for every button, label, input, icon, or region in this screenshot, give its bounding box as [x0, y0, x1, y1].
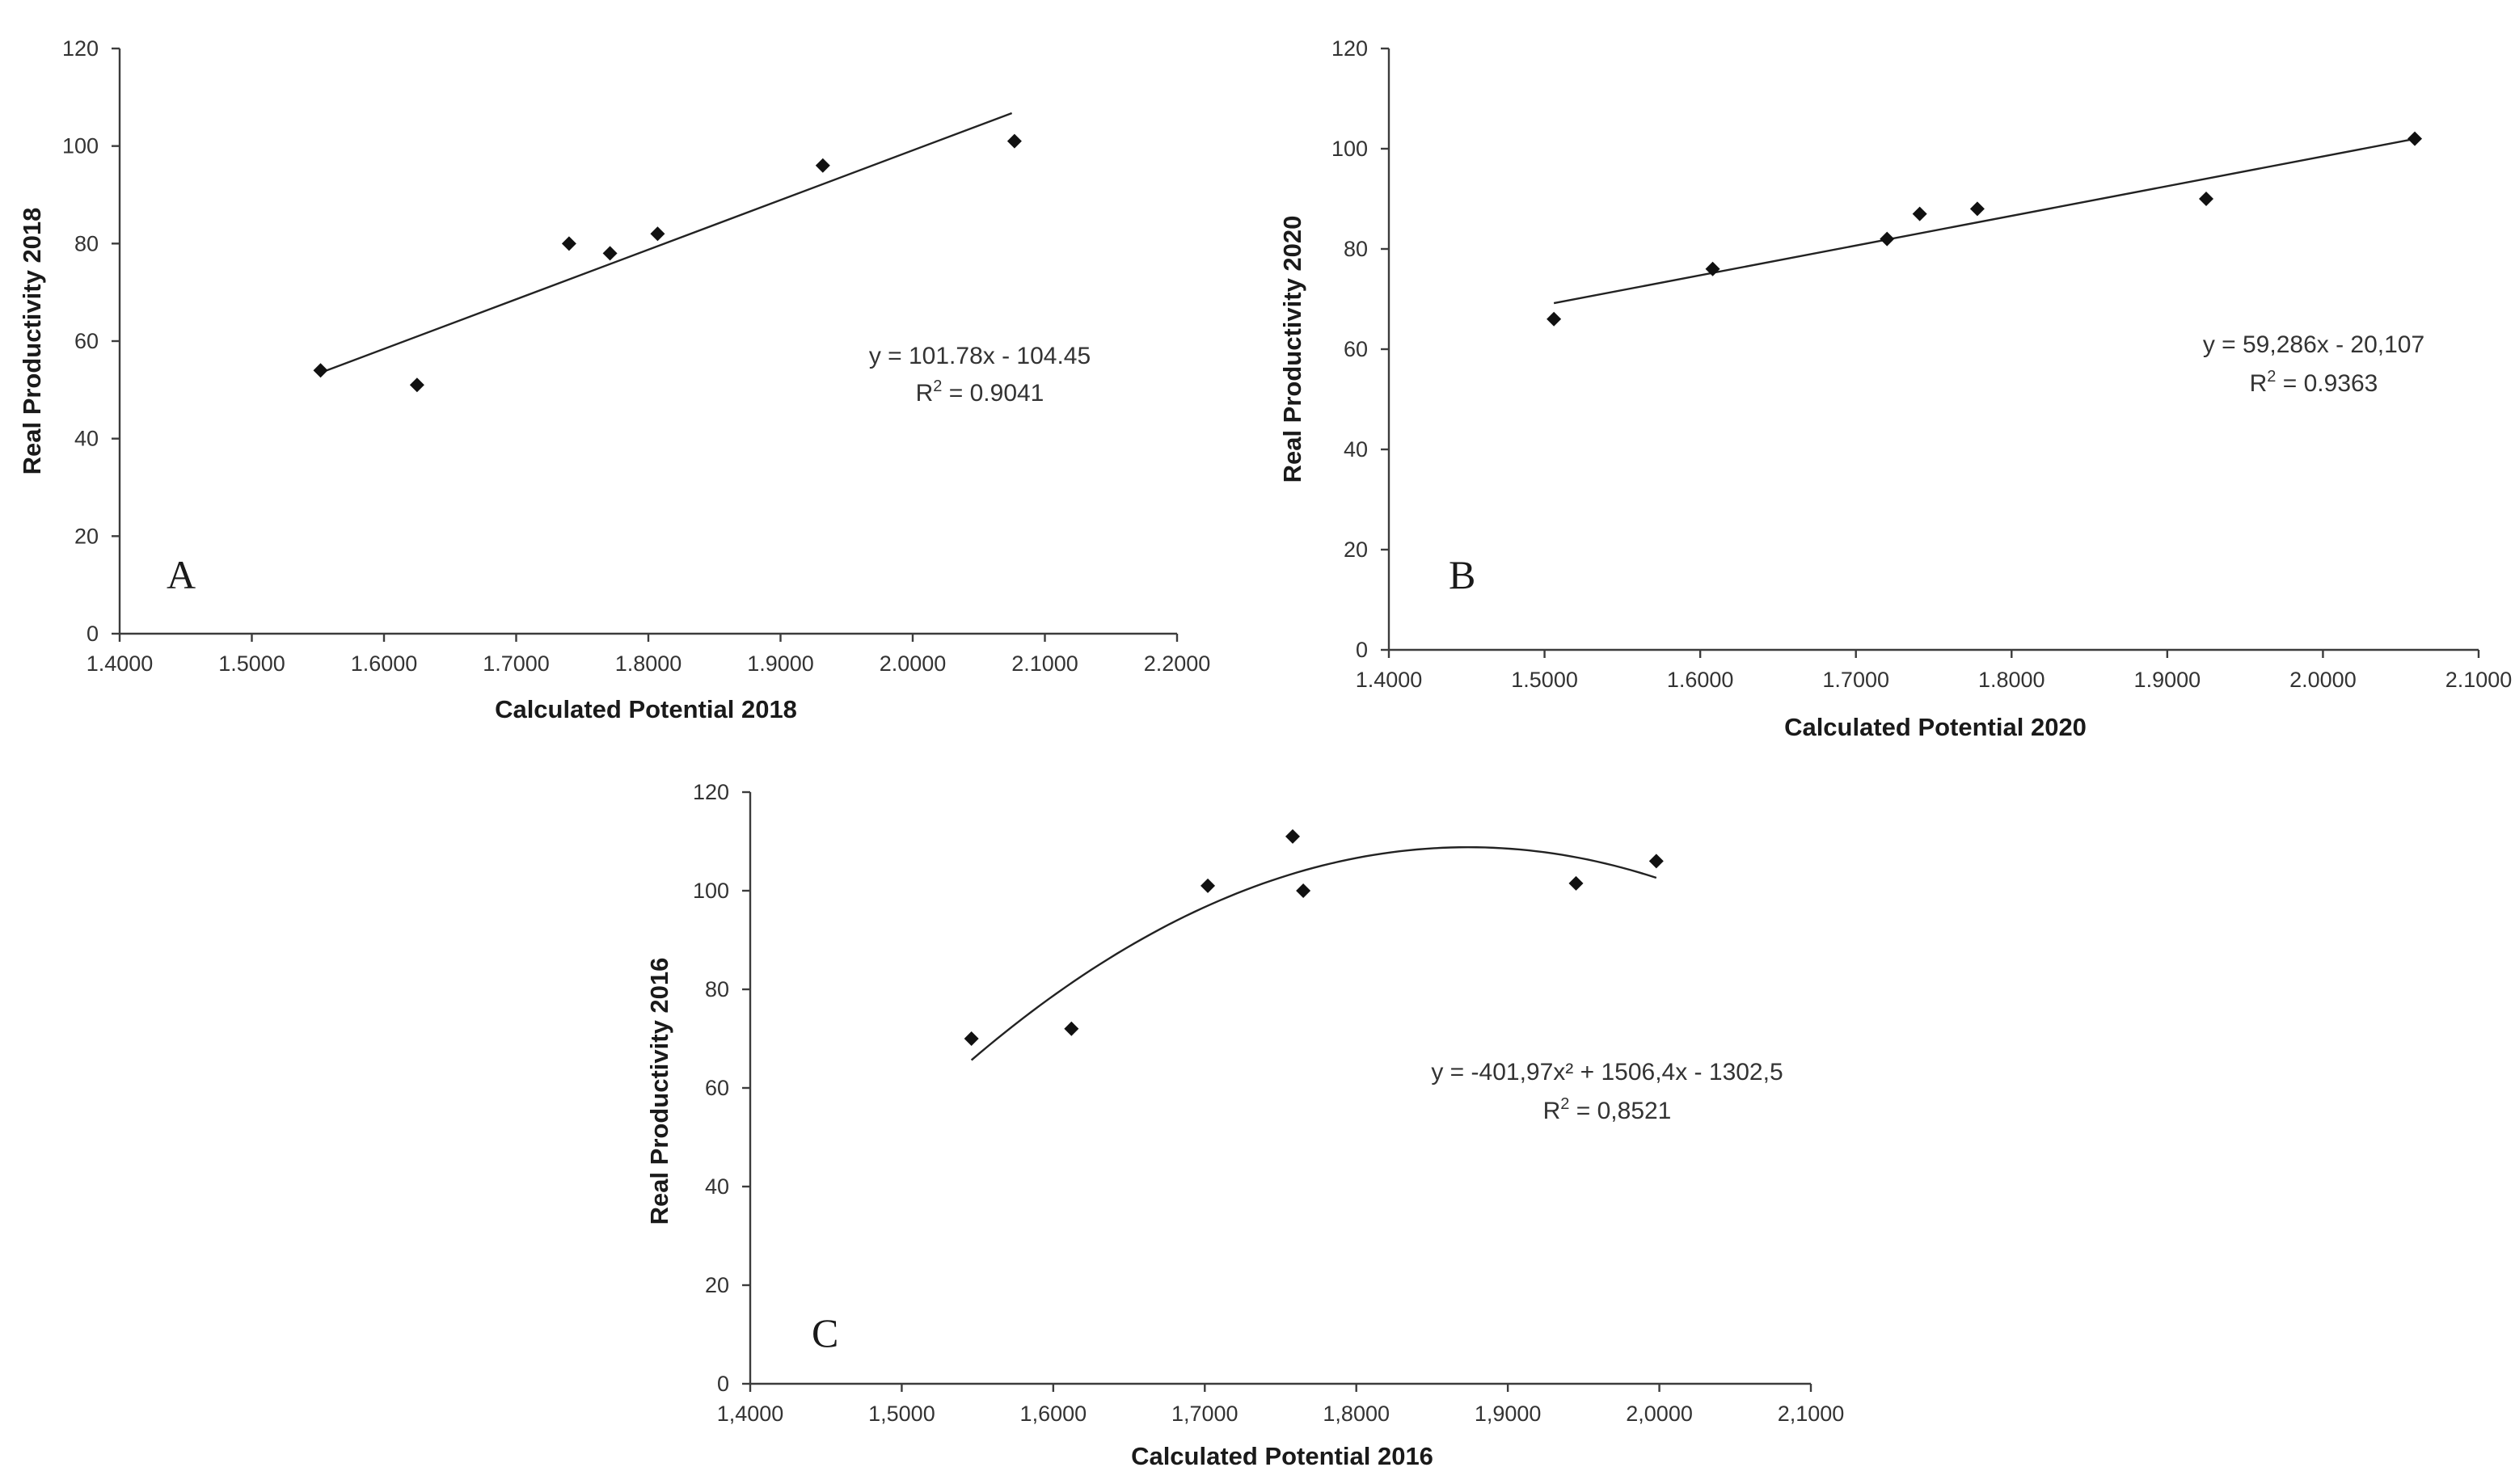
x-tick-label-a: 2.0000: [880, 651, 947, 676]
data-point-c: [1568, 875, 1584, 891]
data-point-c: [1296, 883, 1311, 898]
y-tick-label-c: 40: [705, 1174, 729, 1199]
x-axis-title-c: Calculated Potential 2016: [1131, 1442, 1433, 1470]
y-axis-title-a: Real Productivity 2018: [18, 208, 46, 475]
x-tick-label-b: 1.4000: [1356, 668, 1423, 692]
data-point-b: [2199, 192, 2213, 206]
trendline-equation-c: y = -401,97x² + 1506,4x - 1302,5: [1431, 1059, 1783, 1086]
x-tick-label-b: 1.9000: [2134, 668, 2201, 692]
r-squared-symbol-b: R: [2250, 370, 2268, 397]
y-tick-label-b: 80: [1344, 237, 1368, 261]
y-tick-label-b: 60: [1344, 337, 1368, 361]
y-tick-label-c: 20: [705, 1273, 729, 1297]
data-point-c: [1285, 828, 1300, 844]
x-tick-label-a: 1.6000: [351, 651, 418, 676]
data-point-c: [964, 1031, 979, 1046]
x-tick-label-c: 1,9000: [1475, 1402, 1542, 1426]
y-tick-label-b: 40: [1344, 437, 1368, 462]
x-tick-label-c: 1,4000: [717, 1402, 784, 1426]
x-tick-label-c: 1,6000: [1020, 1402, 1087, 1426]
r-squared-exponent-c: 2: [1560, 1095, 1569, 1113]
x-tick-label-c: 1,8000: [1323, 1402, 1390, 1426]
trendline-b: [1553, 137, 2416, 305]
x-tick-label-b: 1.7000: [1822, 668, 1889, 692]
data-point-c: [1648, 854, 1664, 869]
x-tick-label-b: 1.6000: [1667, 668, 1734, 692]
y-tick-label-a: 0: [87, 622, 99, 646]
x-tick-label-b: 1.8000: [1978, 668, 2045, 692]
x-tick-label-b: 1.5000: [1511, 668, 1578, 692]
y-tick-label-b: 0: [1356, 638, 1368, 662]
data-point-b: [1912, 206, 1927, 221]
y-tick-label-b: 20: [1344, 538, 1368, 562]
r-squared-a: R2 = 0.9041: [916, 377, 1044, 407]
data-point-a: [650, 226, 665, 242]
data-point-b: [1547, 311, 1562, 327]
x-tick-label-a: 1.7000: [483, 651, 550, 676]
trendline-a: [320, 112, 1013, 374]
data-point-a: [313, 363, 328, 378]
trendline-equation-a: y = 101.78x - 104.45: [869, 343, 1091, 369]
y-tick-label-c: 100: [693, 879, 729, 903]
panel-label-c: C: [812, 1310, 838, 1355]
y-axis-title-c: Real Productivity 2016: [645, 958, 673, 1225]
chart-panel-c: C Calculated Potential 2016 Real Product…: [645, 780, 1844, 1470]
y-tick-label-c: 120: [693, 780, 729, 804]
r-squared-value-b: = 0.9363: [2276, 370, 2378, 397]
y-tick-label-b: 120: [1331, 36, 1368, 61]
r-squared-value-c: = 0,8521: [1569, 1098, 1671, 1124]
r-squared-exponent-a: 2: [933, 377, 942, 395]
data-point-b: [2407, 131, 2423, 146]
x-tick-label-c: 2,0000: [1626, 1402, 1693, 1426]
y-tick-label-b: 100: [1331, 137, 1368, 161]
x-tick-label-b: 2.0000: [2289, 668, 2357, 692]
data-point-b: [1705, 261, 1720, 276]
y-tick-label-c: 80: [705, 977, 729, 1001]
x-tick-label-a: 2.1000: [1011, 651, 1078, 676]
y-tick-label-c: 60: [705, 1076, 729, 1100]
x-tick-label-c: 2,1000: [1778, 1402, 1845, 1426]
x-tick-label-c: 1,5000: [868, 1402, 935, 1426]
y-tick-label-c: 0: [717, 1372, 729, 1396]
x-tick-label-c: 1,7000: [1171, 1402, 1239, 1426]
panel-label-a: A: [167, 552, 196, 597]
x-tick-label-a: 2.2000: [1144, 651, 1211, 676]
data-point-a: [602, 246, 618, 261]
x-tick-label-a: 1.4000: [87, 651, 154, 676]
data-point-a: [409, 377, 424, 393]
data-point-c: [1201, 878, 1216, 893]
x-tick-label-a: 1.5000: [218, 651, 285, 676]
data-point-b: [1969, 201, 1985, 217]
y-tick-label-a: 40: [74, 427, 99, 451]
data-point-a: [815, 158, 830, 173]
r-squared-exponent-b: 2: [2267, 368, 2276, 386]
r-squared-symbol-a: R: [916, 380, 934, 407]
y-tick-label-a: 20: [74, 524, 99, 548]
data-point-b: [1880, 231, 1895, 247]
r-squared-c: R2 = 0,8521: [1543, 1095, 1672, 1124]
chart-panel-a: A Calculated Potential 2018 Real Product…: [18, 36, 1210, 723]
panel-label-b: B: [1449, 552, 1475, 597]
r-squared-b: R2 = 0.9363: [2250, 368, 2378, 397]
y-tick-label-a: 120: [62, 36, 99, 61]
x-tick-label-b: 2.1000: [2445, 668, 2513, 692]
data-point-a: [561, 236, 576, 251]
x-axis-title-b: Calculated Potential 2020: [1784, 713, 2087, 741]
data-point-c: [1064, 1021, 1079, 1036]
x-tick-label-a: 1.9000: [747, 651, 814, 676]
x-axis-title-a: Calculated Potential 2018: [495, 695, 797, 723]
y-tick-label-a: 60: [74, 329, 99, 353]
data-point-a: [1006, 133, 1022, 149]
x-tick-label-a: 1.8000: [615, 651, 682, 676]
trendline-c: [970, 845, 1657, 1061]
y-axis-title-b: Real Productivity 2020: [1278, 216, 1306, 483]
r-squared-value-a: = 0.9041: [942, 380, 1044, 407]
y-tick-label-a: 100: [62, 134, 99, 158]
r-squared-symbol-c: R: [1543, 1098, 1561, 1124]
trendline-equation-b: y = 59,286x - 20,107: [2203, 331, 2424, 358]
chart-panel-b: B Calculated Potential 2020 Real Product…: [1278, 36, 2512, 741]
y-tick-label-a: 80: [74, 231, 99, 255]
